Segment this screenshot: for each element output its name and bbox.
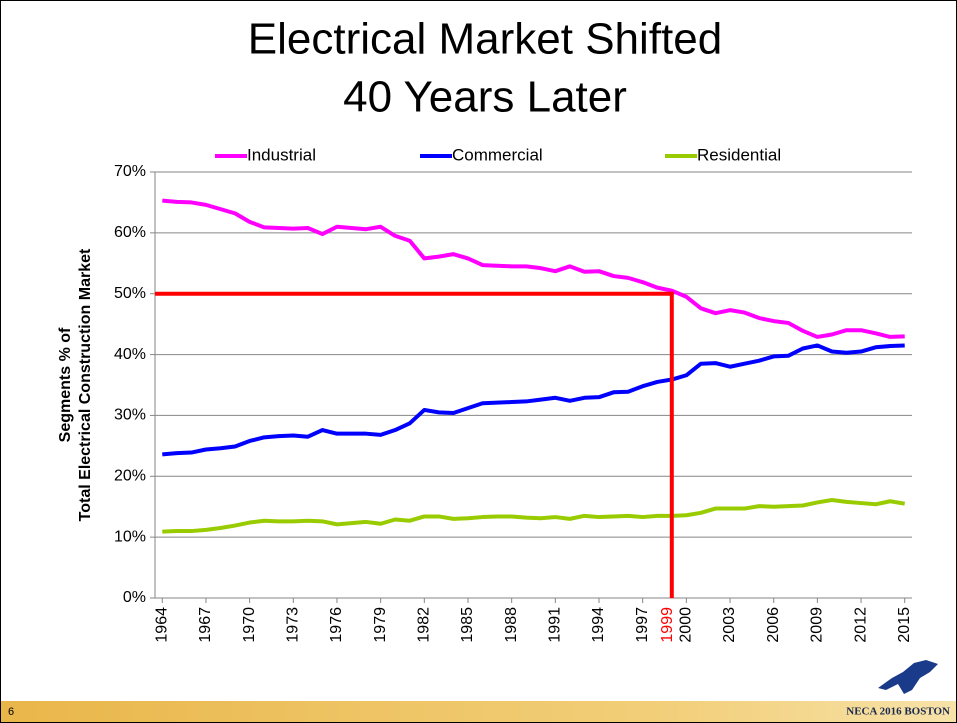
x-tick-label: 1997	[634, 607, 651, 643]
y-axis-label-line: Total Electrical Construction Market	[77, 248, 94, 521]
title-line: Electrical Market Shifted	[248, 15, 722, 64]
x-tick-label: 2009	[809, 607, 826, 643]
legend-label: Commercial	[452, 145, 543, 164]
x-tick-label: 2000	[678, 607, 695, 643]
x-tick-label: 2006	[765, 607, 782, 643]
logo	[878, 660, 938, 694]
x-tick-label: 1967	[197, 607, 214, 643]
y-axis-label: Segments % of Total Electrical Construct…	[57, 248, 94, 521]
series-line	[162, 198, 905, 339]
y-tick-label: 70%	[114, 163, 146, 180]
legend-label: Residential	[697, 145, 781, 164]
x-tick-label: 1964	[153, 607, 170, 643]
title-line: 40 Years Later	[343, 73, 627, 122]
y-tick-label: 0%	[123, 589, 146, 606]
x-tick-label: 1991	[547, 607, 564, 643]
x-tick-label: 1970	[241, 607, 258, 643]
y-tick-label: 40%	[114, 346, 146, 363]
y-tick-label: 60%	[114, 224, 146, 241]
x-tick-label: 1988	[503, 607, 520, 643]
x-tick-label: 2003	[721, 607, 738, 643]
footer-text: NECA 2016 BOSTON	[846, 706, 950, 718]
series-line	[162, 343, 905, 457]
y-axis-label-line: Segments % of	[57, 327, 74, 442]
y-tick-label: 10%	[114, 528, 146, 545]
x-tick-label: 1973	[285, 607, 302, 643]
x-tick-label: 2015	[896, 607, 913, 643]
x-tick-label: 2012	[852, 607, 869, 643]
reference-label: 1999	[659, 607, 676, 643]
x-tick-label: 1982	[416, 607, 433, 643]
y-tick-label: 20%	[114, 468, 146, 485]
x-tick-label: 1985	[459, 607, 476, 643]
x-tick-label: 1976	[328, 607, 345, 643]
y-tick-label: 50%	[114, 285, 146, 302]
footer-bar	[1, 701, 956, 722]
legend-label: Industrial	[247, 145, 316, 164]
series-line	[162, 498, 906, 534]
x-tick-label: 1994	[590, 607, 607, 643]
x-tick-label: 1979	[372, 607, 389, 643]
slide-number: 6	[8, 706, 14, 718]
y-tick-label: 30%	[114, 407, 146, 424]
